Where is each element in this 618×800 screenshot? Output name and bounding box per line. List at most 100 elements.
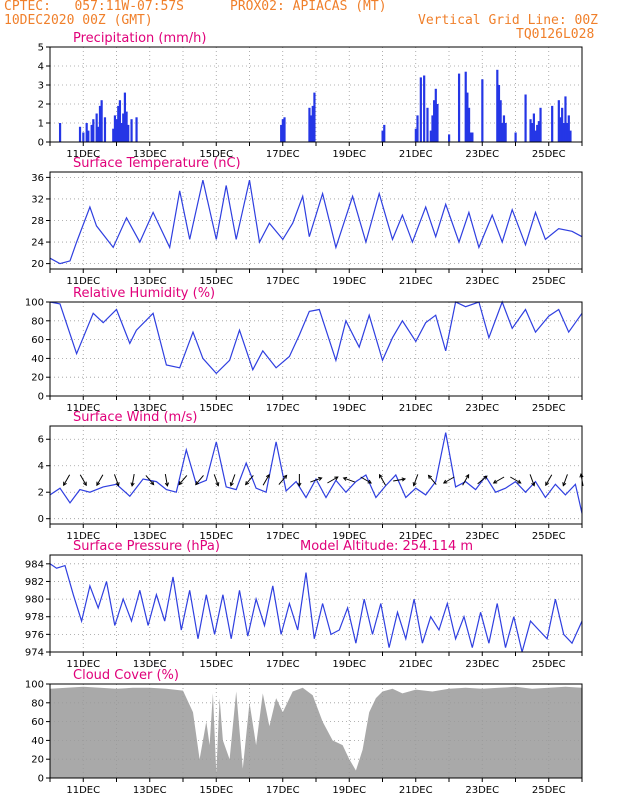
rh-frame [49,301,583,397]
wind-arrow [63,474,71,487]
pressure-ytick-label: 980 [25,595,44,606]
wind-arrow-head [517,479,522,484]
wind-arrow-head [401,477,407,482]
precip-bar [559,117,562,142]
wind-arrow-head [164,482,170,487]
wind-arrow-shaft [428,475,437,485]
precip-bar [551,105,554,142]
wind-arrow [213,474,220,487]
precip-bar [524,94,527,142]
precip-ytick-label: 4 [38,62,44,73]
wind-arrow [178,475,188,486]
wind-arrow-head [83,481,87,487]
precip-bar [557,100,560,142]
wind-arrows [63,473,584,488]
rh-ytick-label: 100 [25,298,44,309]
precip-bar [466,92,469,142]
precip-xtick-label: 13DEC [133,149,167,160]
cloud-panel: Cloud Cover (%) 0 20 40 60 80 100 11DEC 13DEC 15D… [25,668,583,796]
wind-arrow-shaft [443,476,455,484]
rh-series-line [49,300,583,375]
precip-bar [103,117,107,142]
pressure-subtitle: Model Altitude: 254.114 m [300,539,473,554]
wind-arrow-shaft [262,474,270,486]
wind-arrow [327,476,339,484]
precip-xtick-label: 23DEC [465,149,499,160]
temp-xtick-label: 11DEC [66,276,100,287]
temp-ytick-label: 24 [31,238,44,249]
precip-bar [504,123,507,142]
wind-arrow-shaft [529,474,535,486]
rh-xtick-label: 11DEC [66,403,100,414]
precip-bar [123,92,127,142]
cloud-xtick-label: 13DEC [133,785,167,796]
wind-panel: Surface Wind (m/s) 0 2 4 6 11DEC 13DEC 15DEC 17D… [38,410,583,542]
wind-xtick-label: 13DEC [133,531,167,542]
wind-xtick-label: 11DEC [66,531,100,542]
header-line2-left: 10DEC2020 00Z (GMT) [4,13,153,28]
precip-bar [537,121,540,142]
precip-bar [117,105,120,142]
precip-bar [567,115,570,142]
wind-arrow-head [412,482,417,487]
temp-xtick-label: 23DEC [465,276,499,287]
wind-arrow [278,474,288,485]
temp-ytick-label: 20 [31,259,44,270]
pressure-xtick-label: 25DEC [532,659,566,670]
precip-bar [471,132,474,142]
wind-arrow [360,476,372,484]
wind-ytick-label: 4 [38,461,44,472]
precip-ytick-label: 5 [38,43,44,54]
wind-arrow [297,474,302,488]
precip-bar [419,77,422,142]
pressure-panel: Surface Pressure (hPa) Model Altitude: 25… [25,539,583,670]
wind-xtick-label: 19DEC [332,531,366,542]
temp-xtick-label: 21DEC [399,276,433,287]
wind-arrow [113,474,120,487]
wind-arrow [477,475,488,485]
precip-bar [95,113,98,142]
precip-bar [501,123,504,142]
cloud-xtick-label: 19DEC [332,785,366,796]
wind-arrow-head [229,482,234,487]
temp-title: Surface Temperature (nC) [73,156,241,171]
wind-arrow-head [367,479,372,484]
precip-xtick-label: 17DEC [266,149,300,160]
cloud-xtick-label: 15DEC [199,785,233,796]
precip-bar [448,134,451,142]
pressure-xtick-label: 21DEC [399,659,433,670]
precip-bar [122,113,125,142]
wind-arrow-shaft [379,474,386,486]
precip-bar [564,96,567,142]
wind-arrow-shaft [164,474,168,486]
wind-arrow-head [483,475,488,480]
precip-bar [130,119,133,142]
cloud-ytick-label: 60 [31,717,44,728]
wind-arrow [195,475,204,486]
precip-bar [467,107,471,142]
precip-bar [281,119,284,142]
wind-arrow-head [244,481,250,486]
precip-bar [539,107,542,142]
cloud-title: Cloud Cover (%) [73,668,179,683]
precip-ytick-label: 1 [38,119,44,130]
precip-title: Precipitation (mm/h) [73,31,206,46]
wind-arrow [244,475,254,486]
wind-arrow-head [342,476,348,481]
wind-arrow-head [297,482,302,488]
wind-arrow [510,476,522,484]
precip-bar [562,123,565,142]
temp-ytick-label: 28 [31,216,44,227]
precip-bar [98,105,102,142]
precip-bar [92,119,95,142]
wind-arrow-head [318,476,323,481]
rh-ytick-label: 60 [31,335,44,346]
pressure-ytick-label: 984 [25,559,44,570]
pressure-ytick-label: 978 [25,612,44,623]
temp-ytick-label: 32 [31,194,44,205]
precip-xtick-label: 21DEC [399,149,433,160]
wind-arrow [130,474,135,487]
wind-arrow-shaft [393,478,406,482]
header-line3-right: TQ0126L028 [516,27,595,42]
